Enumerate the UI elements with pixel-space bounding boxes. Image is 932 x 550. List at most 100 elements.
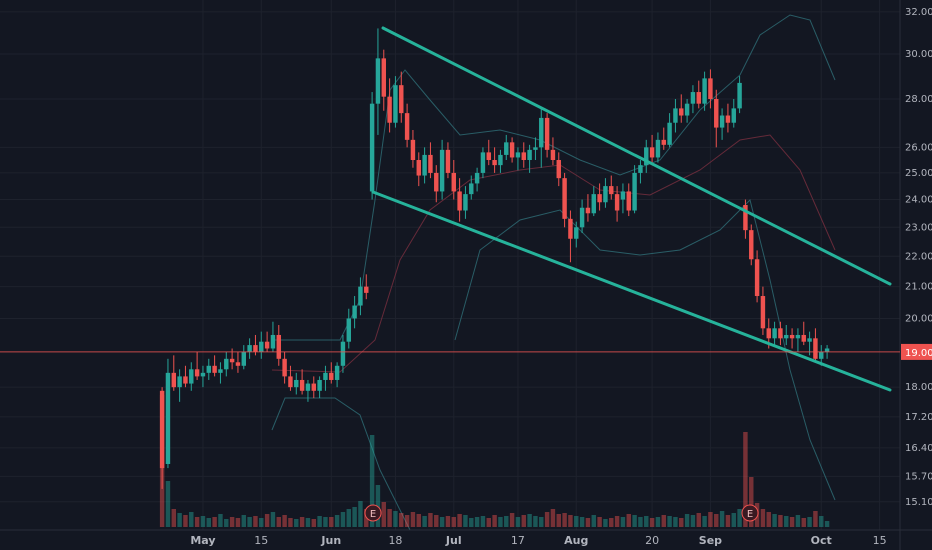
volume-bar (772, 514, 777, 527)
candle-body (445, 149, 451, 173)
candle-body (743, 205, 748, 231)
volume-bar (795, 515, 801, 527)
candle-body (603, 186, 608, 203)
candle-body (194, 369, 200, 377)
candle-body (323, 372, 328, 380)
volume-bar (305, 518, 311, 527)
candle-body (778, 328, 783, 339)
candle-body (655, 139, 661, 158)
candle-body (422, 154, 427, 176)
volume-bar (422, 516, 427, 527)
candle-body (620, 191, 626, 200)
candle-body (434, 172, 439, 192)
candle-body (387, 96, 392, 123)
volume-bar (334, 515, 340, 527)
price-axis (900, 0, 932, 550)
volume-bar (515, 517, 521, 527)
volume-bar (749, 477, 754, 527)
x-tick-label: 18 (388, 534, 402, 547)
volume-bar (813, 511, 818, 527)
candle-body (404, 113, 410, 140)
volume-bar (224, 519, 229, 527)
volume-bar (714, 514, 719, 527)
volume-bar (463, 515, 468, 527)
candle-body (766, 328, 771, 339)
x-tick-label: Oct (811, 534, 832, 547)
candle-body (626, 191, 631, 211)
volume-bar (340, 512, 346, 527)
volume-bar (719, 511, 725, 527)
earnings-label: E (370, 509, 376, 520)
candle-body (247, 345, 252, 352)
candle-body (679, 108, 684, 116)
candle-body (294, 379, 299, 388)
candle-body (480, 152, 486, 173)
candle-body (673, 108, 678, 123)
candle-body (667, 122, 672, 145)
volume-bar (725, 515, 731, 527)
candle-body (772, 328, 777, 339)
candle-body (358, 286, 363, 306)
volume-bar (527, 514, 532, 527)
candle-body (200, 372, 206, 377)
candle-body (801, 334, 806, 342)
candle-body (714, 99, 719, 128)
volume-bar (375, 485, 381, 527)
volume-bar (731, 513, 736, 527)
candle-body (737, 82, 742, 109)
volume-bar (194, 517, 200, 527)
candle-body (224, 358, 229, 370)
candle-body (469, 183, 474, 195)
candle-body (451, 172, 456, 192)
volume-bar (579, 517, 585, 527)
y-tick-label: 18.00 (905, 382, 932, 393)
earnings-marker: E (741, 504, 759, 522)
earnings-circle[interactable] (364, 504, 382, 522)
candle-body (241, 351, 246, 366)
y-tick-label: 17.20 (905, 412, 932, 423)
volume-bar (743, 432, 748, 527)
y-tick-label: 16.40 (905, 443, 932, 454)
volume-bar (218, 514, 223, 527)
volume-bar (655, 517, 661, 527)
volume-bar (661, 515, 666, 527)
volume-bar (509, 513, 515, 527)
candle-body (731, 108, 736, 123)
volume-bar (212, 517, 217, 527)
candle-body (474, 172, 480, 184)
volume-bar (760, 509, 766, 527)
candle-body (282, 358, 287, 377)
volume-bar (171, 509, 176, 527)
volume-bar (241, 515, 246, 527)
volume-bar (824, 521, 830, 527)
candle-body (824, 348, 830, 352)
volume-bar (574, 516, 579, 527)
candle-body (708, 78, 713, 100)
volume-bar (789, 517, 795, 527)
y-tick-label: 20.00 (905, 313, 932, 324)
volume-bar (556, 514, 561, 527)
volume-bar (294, 519, 299, 527)
volume-bar (469, 518, 474, 527)
volume-bar (346, 509, 351, 527)
volume-bar (801, 518, 806, 527)
volume-bar (644, 516, 649, 527)
volume-bar (614, 516, 620, 527)
candle-body (556, 160, 561, 179)
y-tick-label: 28.00 (905, 94, 932, 105)
volume-bar (317, 516, 322, 527)
earnings-circle[interactable] (741, 504, 759, 522)
x-tick-label: 15 (873, 534, 887, 547)
candle-body (276, 334, 281, 359)
x-tick-label: 15 (254, 534, 268, 547)
volume-bar (568, 515, 573, 527)
candle-body (504, 142, 509, 155)
candle-body (649, 147, 655, 158)
volume-bar (323, 517, 328, 527)
candle-body (550, 149, 556, 161)
candle-body (754, 259, 760, 297)
volume-bar (457, 514, 462, 527)
candle-body (509, 142, 515, 158)
